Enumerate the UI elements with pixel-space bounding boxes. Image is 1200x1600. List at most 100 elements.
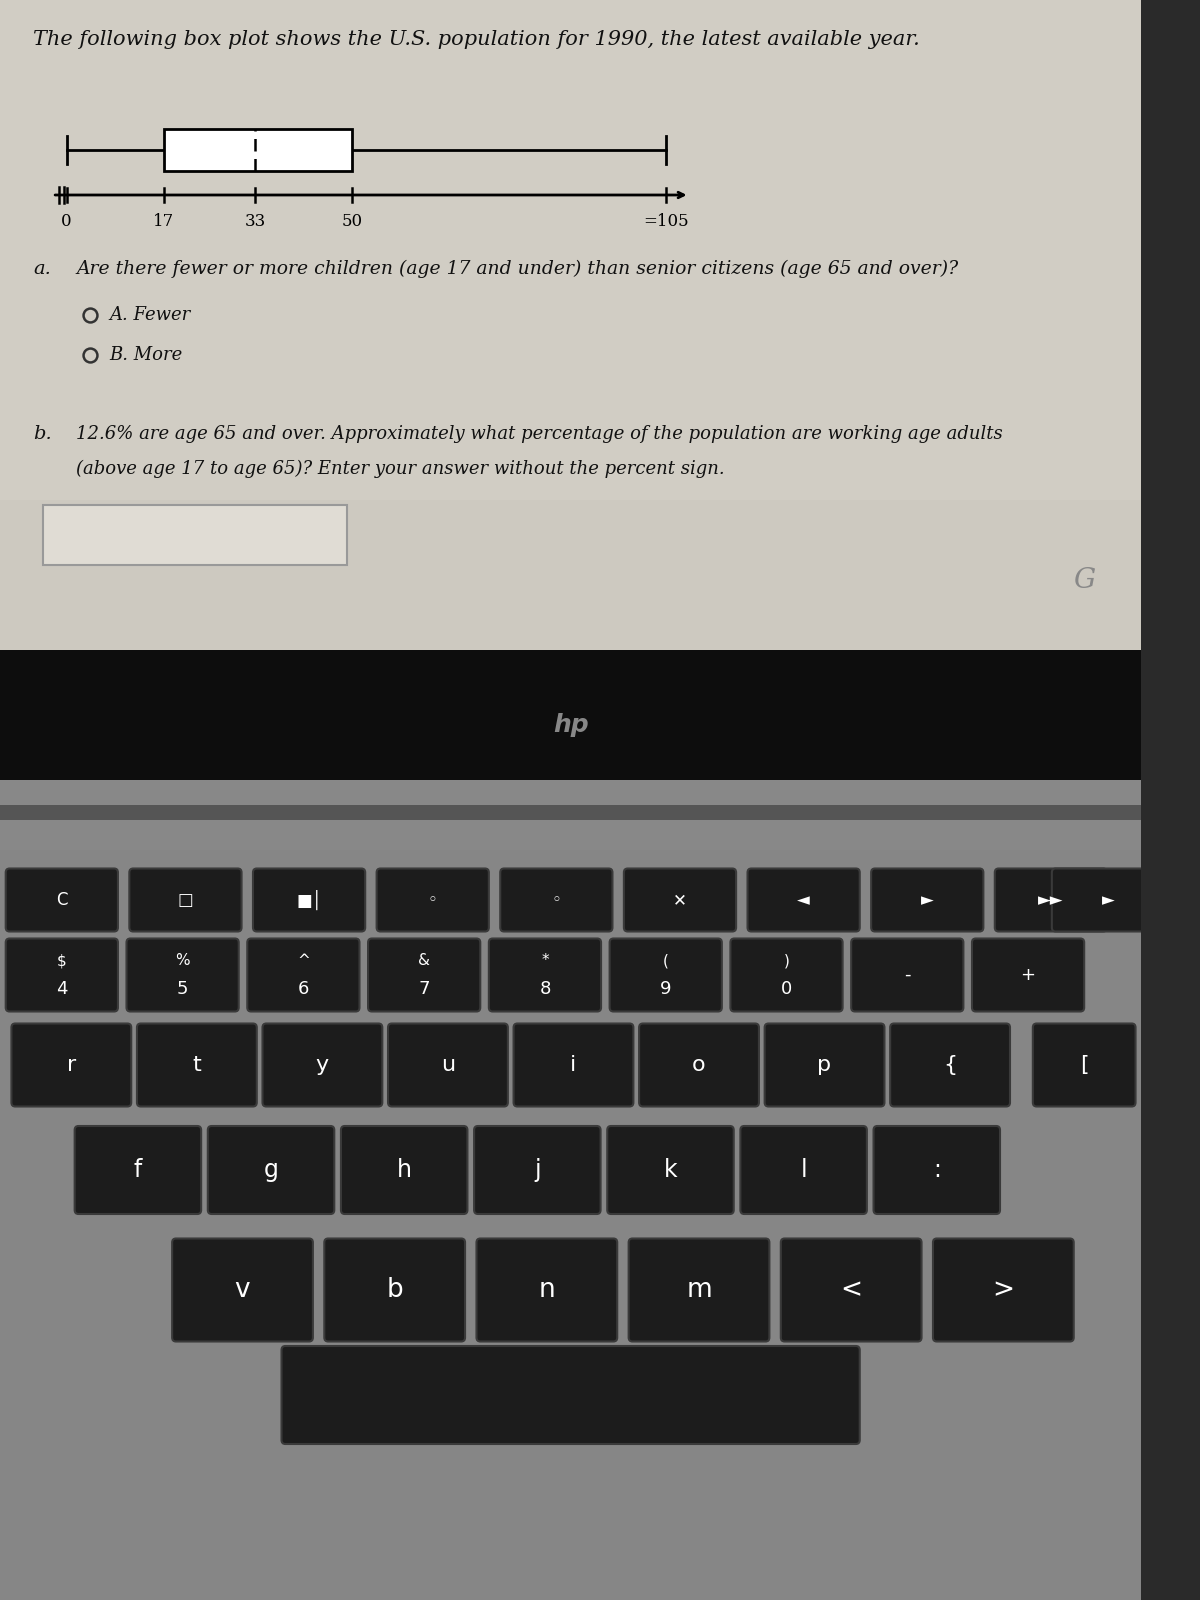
FancyBboxPatch shape [514,1024,634,1107]
Text: 5: 5 [176,981,188,998]
Text: (above age 17 to age 65)? Enter your answer without the percent sign.: (above age 17 to age 65)? Enter your ans… [76,461,725,478]
Text: 9: 9 [660,981,672,998]
Text: A. Fewer: A. Fewer [109,306,191,323]
Text: 33: 33 [245,213,265,230]
Text: ✕: ✕ [673,891,686,909]
Text: (: ( [662,954,668,968]
FancyBboxPatch shape [12,1024,131,1107]
Text: $: $ [56,954,67,968]
Text: 17: 17 [152,213,174,230]
Text: 0: 0 [61,213,72,230]
Text: n: n [539,1277,556,1302]
Text: :: : [932,1158,941,1182]
FancyBboxPatch shape [253,869,365,931]
FancyBboxPatch shape [972,939,1084,1011]
Text: j: j [534,1158,541,1182]
Text: g: g [264,1158,278,1182]
Text: y: y [316,1054,329,1075]
Text: t: t [192,1054,202,1075]
FancyBboxPatch shape [388,1024,508,1107]
FancyBboxPatch shape [851,939,964,1011]
Text: □: □ [178,891,193,909]
Text: G: G [1073,566,1096,594]
Text: -: - [904,966,911,984]
Bar [163,130,352,171]
Text: ◄: ◄ [797,891,810,909]
FancyBboxPatch shape [624,869,736,931]
Bar [0,781,1141,850]
Text: C: C [56,891,67,909]
FancyBboxPatch shape [6,869,118,931]
Text: 50: 50 [341,213,362,230]
Text: 4: 4 [56,981,67,998]
Text: b.: b. [34,426,52,443]
Text: %: % [175,954,190,968]
FancyBboxPatch shape [1052,869,1164,931]
FancyBboxPatch shape [137,1024,257,1107]
Text: a.: a. [34,259,52,278]
Text: The following box plot shows the U.S. population for 1990, the latest available : The following box plot shows the U.S. po… [34,30,920,50]
Bar [0,805,1141,819]
Text: [: [ [1080,1054,1088,1075]
FancyBboxPatch shape [368,939,480,1011]
Text: {: { [943,1054,958,1075]
Text: ): ) [784,954,790,968]
FancyBboxPatch shape [748,869,859,931]
Text: hp: hp [553,714,588,738]
Text: v: v [235,1277,251,1302]
Text: ►: ► [920,891,934,909]
Text: b: b [386,1277,403,1302]
FancyBboxPatch shape [610,939,722,1011]
Bar [0,0,1141,650]
FancyBboxPatch shape [74,1126,202,1214]
FancyBboxPatch shape [1033,1024,1135,1107]
FancyBboxPatch shape [740,1126,866,1214]
FancyBboxPatch shape [6,939,118,1011]
Text: 8: 8 [539,981,551,998]
FancyBboxPatch shape [995,869,1108,931]
FancyBboxPatch shape [208,1126,335,1214]
FancyBboxPatch shape [488,939,601,1011]
FancyBboxPatch shape [172,1238,313,1341]
Text: 0: 0 [781,981,792,998]
FancyBboxPatch shape [130,869,241,931]
Text: ^: ^ [298,954,310,968]
Bar [0,0,1141,499]
Text: >: > [992,1277,1014,1302]
Text: h: h [397,1158,412,1182]
FancyBboxPatch shape [247,939,360,1011]
FancyBboxPatch shape [474,1126,600,1214]
FancyBboxPatch shape [629,1238,769,1341]
Text: <: < [840,1277,862,1302]
FancyBboxPatch shape [871,869,983,931]
FancyBboxPatch shape [781,1238,922,1341]
Text: ◦: ◦ [428,891,438,909]
Text: ■│: ■│ [296,890,322,910]
Text: o: o [692,1054,706,1075]
FancyBboxPatch shape [282,1346,859,1443]
Text: 7: 7 [419,981,430,998]
FancyBboxPatch shape [476,1238,617,1341]
Text: ◦: ◦ [552,891,562,909]
Text: Are there fewer or more children (age 17 and under) than senior citizens (age 65: Are there fewer or more children (age 17… [76,259,959,278]
Text: B. More: B. More [109,346,182,365]
FancyBboxPatch shape [341,1126,468,1214]
Text: 6: 6 [298,981,310,998]
Text: *: * [541,954,548,968]
Bar [0,850,1141,1600]
Text: ►►: ►► [1038,891,1063,909]
FancyBboxPatch shape [500,869,612,931]
FancyBboxPatch shape [126,939,239,1011]
FancyBboxPatch shape [890,1024,1010,1107]
Text: u: u [440,1054,455,1075]
Text: m: m [686,1277,712,1302]
Bar [0,650,1141,781]
Text: f: f [133,1158,142,1182]
Text: r: r [67,1054,76,1075]
FancyBboxPatch shape [932,1238,1074,1341]
FancyBboxPatch shape [640,1024,758,1107]
Bar [43,506,347,565]
Text: =105: =105 [643,213,689,230]
FancyBboxPatch shape [263,1024,383,1107]
FancyBboxPatch shape [874,1126,1000,1214]
